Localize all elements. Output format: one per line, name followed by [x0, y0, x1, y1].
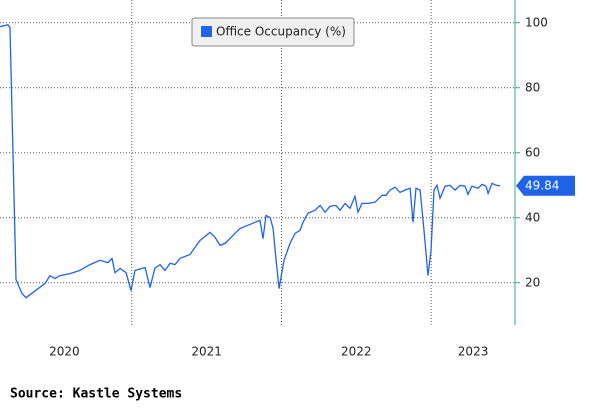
x-tick-label: 2021	[191, 345, 222, 359]
x-tick-label: 2022	[341, 345, 372, 359]
legend-box	[191, 17, 355, 47]
source-note: Source: Kastle Systems	[10, 387, 182, 402]
legend-swatch	[201, 26, 212, 37]
y-tick-label: 80	[525, 80, 540, 94]
value-label: 49.84	[525, 178, 559, 192]
x-tick-label: 2023	[458, 345, 489, 359]
value-tag	[516, 175, 575, 196]
legend-label: Office Occupancy (%)	[216, 25, 346, 39]
y-tick-label: 60	[525, 145, 540, 159]
y-tick-label: 40	[525, 210, 540, 224]
y-tick-label: 20	[525, 275, 540, 289]
x-tick-label: 2020	[49, 345, 80, 359]
data-line	[0, 23, 501, 299]
y-tick-label: 100	[525, 15, 548, 29]
